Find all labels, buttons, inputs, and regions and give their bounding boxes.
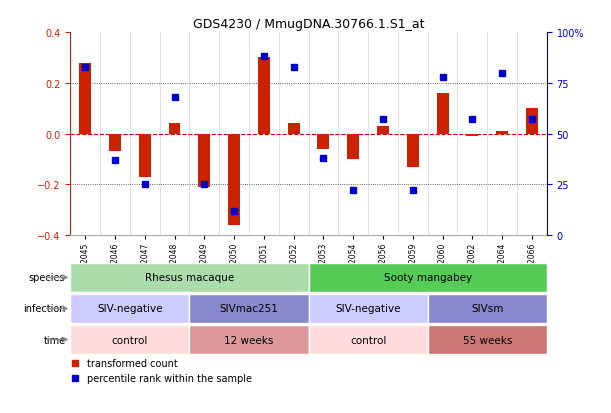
Text: SIVmac251: SIVmac251 xyxy=(219,304,279,314)
Text: Sooty mangabey: Sooty mangabey xyxy=(384,273,472,283)
Text: SIVsm: SIVsm xyxy=(471,304,503,314)
Text: percentile rank within the sample: percentile rank within the sample xyxy=(87,373,252,383)
Bar xyxy=(189,294,309,324)
Bar xyxy=(526,109,538,134)
Bar xyxy=(428,294,547,324)
Bar xyxy=(437,94,448,134)
Bar xyxy=(288,124,299,134)
Bar xyxy=(309,325,428,354)
Bar xyxy=(228,134,240,225)
Bar xyxy=(139,134,151,177)
Text: 12 weeks: 12 weeks xyxy=(224,335,274,345)
Bar xyxy=(309,263,547,292)
Title: GDS4230 / MmugDNA.30766.1.S1_at: GDS4230 / MmugDNA.30766.1.S1_at xyxy=(193,17,424,31)
Text: SIV-negative: SIV-negative xyxy=(335,304,401,314)
Text: species: species xyxy=(29,273,65,283)
Bar xyxy=(258,58,270,134)
Text: infection: infection xyxy=(23,304,65,314)
Bar xyxy=(466,134,478,137)
Text: transformed count: transformed count xyxy=(87,358,178,368)
Text: control: control xyxy=(112,335,148,345)
Bar xyxy=(318,134,329,150)
Text: Rhesus macaque: Rhesus macaque xyxy=(145,273,234,283)
Bar xyxy=(199,134,210,188)
Bar xyxy=(79,64,91,134)
Bar xyxy=(109,134,121,152)
Text: control: control xyxy=(350,335,386,345)
Text: time: time xyxy=(43,335,65,345)
Bar xyxy=(496,132,508,134)
Bar xyxy=(70,263,309,292)
Bar xyxy=(189,325,309,354)
Bar xyxy=(377,127,389,134)
Bar xyxy=(347,134,359,159)
Text: 55 weeks: 55 weeks xyxy=(463,335,512,345)
Bar xyxy=(70,325,189,354)
Bar xyxy=(428,325,547,354)
Text: SIV-negative: SIV-negative xyxy=(97,304,163,314)
Bar xyxy=(309,294,428,324)
Bar xyxy=(169,124,180,134)
Bar xyxy=(407,134,419,167)
Bar xyxy=(70,294,189,324)
